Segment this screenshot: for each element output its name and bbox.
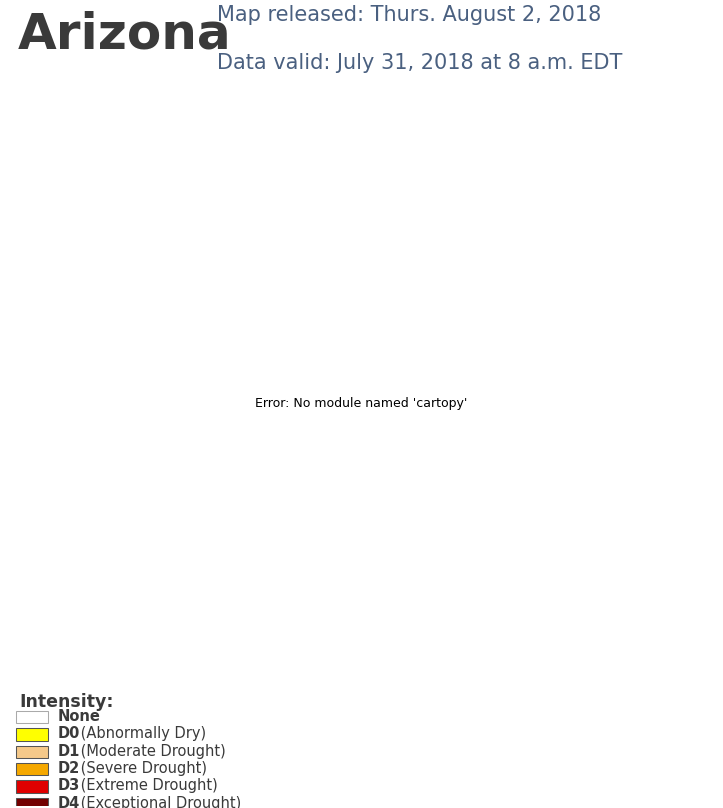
Text: (Extreme Drought): (Extreme Drought) <box>76 778 218 793</box>
Text: (Abnormally Dry): (Abnormally Dry) <box>76 726 205 741</box>
Text: (Moderate Drought): (Moderate Drought) <box>76 743 226 759</box>
FancyBboxPatch shape <box>17 763 48 775</box>
Text: D4: D4 <box>57 796 80 808</box>
FancyBboxPatch shape <box>17 781 48 793</box>
Text: (Severe Drought): (Severe Drought) <box>76 761 207 776</box>
Text: D2: D2 <box>57 761 80 776</box>
Text: D3: D3 <box>57 778 80 793</box>
Text: Arizona: Arizona <box>18 11 231 58</box>
FancyBboxPatch shape <box>17 728 48 741</box>
Text: Error: No module named 'cartopy': Error: No module named 'cartopy' <box>255 398 468 410</box>
FancyBboxPatch shape <box>17 797 48 808</box>
Text: Data valid: July 31, 2018 at 8 a.m. EDT: Data valid: July 31, 2018 at 8 a.m. EDT <box>217 53 623 73</box>
Text: D0: D0 <box>57 726 80 741</box>
FancyBboxPatch shape <box>17 746 48 758</box>
Text: (Exceptional Drought): (Exceptional Drought) <box>76 796 241 808</box>
Text: Map released: Thurs. August 2, 2018: Map released: Thurs. August 2, 2018 <box>217 5 601 25</box>
Text: Intensity:: Intensity: <box>20 692 114 711</box>
Text: None: None <box>57 709 100 724</box>
Text: D1: D1 <box>57 743 80 759</box>
FancyBboxPatch shape <box>17 711 48 723</box>
